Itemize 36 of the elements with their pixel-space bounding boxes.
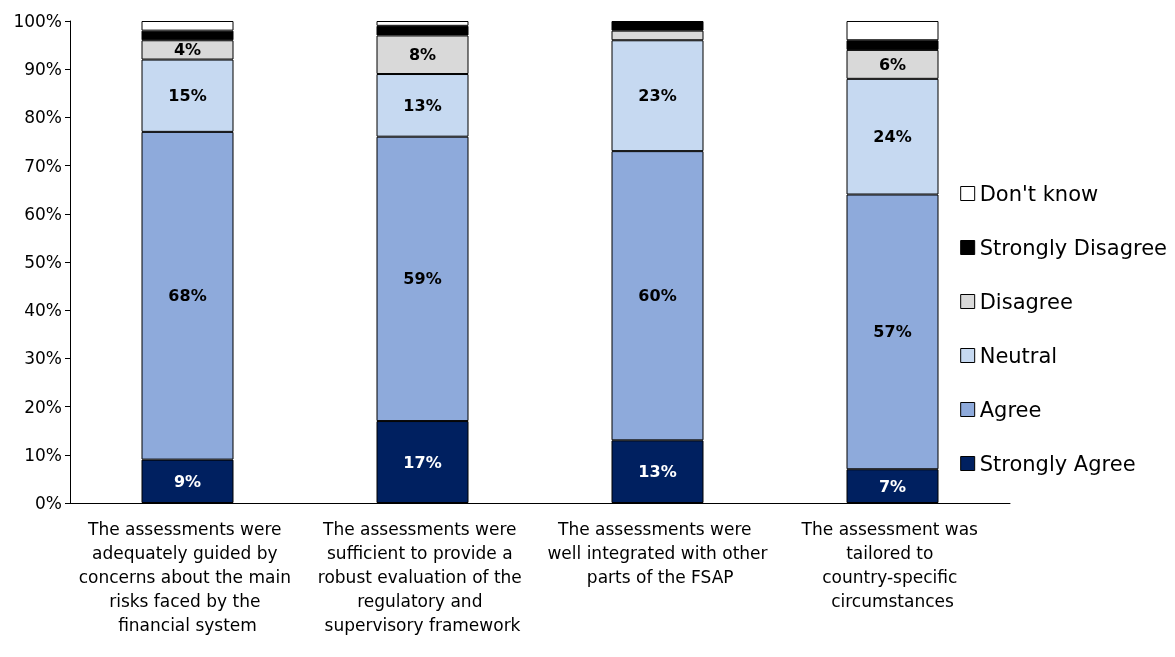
y-tick-label: 100% <box>13 11 62 31</box>
x-tick-label: The assessments were sufficient to provide a robust evaluation of the regulatory and supervisory framework <box>317 519 528 635</box>
data-label: 7% <box>878 476 907 496</box>
legend-label: Agree <box>979 397 1042 422</box>
y-tick-label: 0% <box>35 493 62 513</box>
y-tick-label: 70% <box>24 155 62 176</box>
y-tick-label: 60% <box>24 203 62 224</box>
y-tick-label: 30% <box>24 348 62 369</box>
legend-label: Strongly Agree <box>979 451 1136 476</box>
y-tick-label: 80% <box>24 107 62 128</box>
data-label: 17% <box>403 452 442 472</box>
data-label: 15% <box>168 86 207 106</box>
data-label: 8% <box>408 45 437 65</box>
data-label: 57% <box>873 322 912 342</box>
data-label: 59% <box>403 269 442 289</box>
legend-label: Strongly Disagree <box>979 235 1168 260</box>
y-tick-label: 20% <box>24 396 62 417</box>
data-label: 68% <box>168 286 207 306</box>
legend-label: Disagree <box>979 289 1073 314</box>
data-label: 13% <box>403 95 442 115</box>
y-tick-label: 90% <box>24 59 62 80</box>
x-tick-label: The assessment was tailored to country-specific circumstances <box>800 519 984 611</box>
data-label: 23% <box>638 86 677 106</box>
data-label: 4% <box>173 40 202 60</box>
y-tick-label: 40% <box>24 300 62 321</box>
y-tick-label: 10% <box>24 444 62 465</box>
data-label: 9% <box>173 471 202 491</box>
data-label: 60% <box>638 286 677 306</box>
legend-label: Neutral <box>979 343 1058 368</box>
data-label: 13% <box>638 462 677 482</box>
x-tick-label: The assessments were well integrated with other parts of the FSAP <box>547 519 768 587</box>
y-tick-label: 50% <box>24 252 62 272</box>
data-label: 24% <box>873 127 912 147</box>
legend-label: Don't know <box>979 181 1099 206</box>
data-label: 6% <box>878 54 907 74</box>
x-tick-label: The assessments were adequately guided by concerns about the main risks faced by the financial system <box>78 519 297 635</box>
